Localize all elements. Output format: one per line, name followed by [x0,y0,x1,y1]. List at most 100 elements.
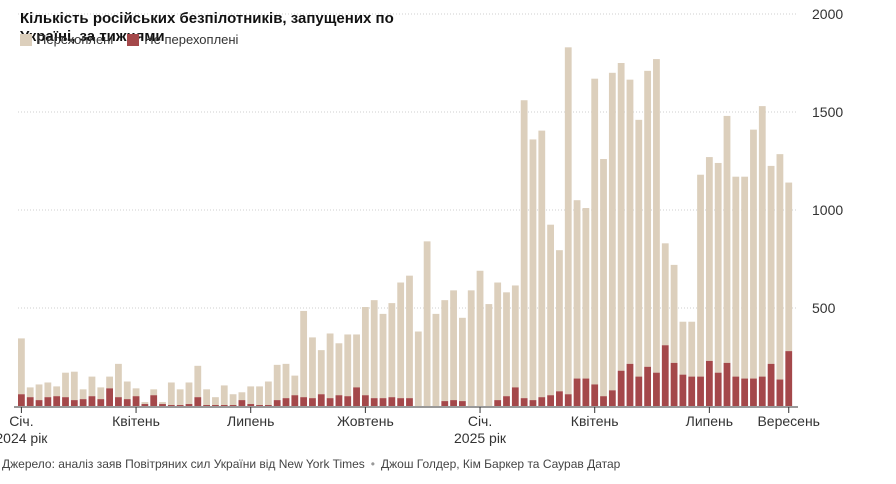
bar-not-intercepted-27 [256,405,263,406]
bar-intercepted-67 [608,72,616,391]
bar-not-intercepted-67 [608,390,616,406]
bar-not-intercepted-42 [388,397,396,406]
bar-not-intercepted-70 [635,376,643,406]
bar-intercepted-86 [776,154,784,380]
bar-not-intercepted-35 [326,398,334,406]
bar-not-intercepted-36 [335,395,343,406]
x-tick-label-6: Липень [686,413,733,429]
bar-intercepted-80 [723,115,731,363]
bar-not-intercepted-78 [705,360,713,406]
bar-not-intercepted-32 [300,397,308,406]
bar-not-intercepted-30 [282,398,290,406]
bar-intercepted-58 [529,139,537,401]
bar-not-intercepted-3 [44,397,52,406]
bar-intercepted-44 [406,275,413,399]
bar-not-intercepted-26 [247,404,255,406]
bar-not-intercepted-1 [26,397,34,406]
bar-intercepted-25 [238,392,246,401]
x-tick-label-3: Жовтень [337,413,394,429]
bar-intercepted-47 [432,313,440,406]
x-tick-label-4: Січ. [468,413,492,429]
source-separator: • [370,457,375,471]
bar-intercepted-57 [520,100,528,399]
source-text: Джерело: аналіз заяв Повітряних сил Укра… [2,457,365,471]
bar-not-intercepted-84 [758,376,766,406]
bar-intercepted-43 [397,282,405,399]
bar-intercepted-16 [159,402,166,405]
bar-intercepted-50 [459,317,466,402]
bar-not-intercepted-57 [520,398,528,406]
bar-not-intercepted-80 [723,362,731,406]
bar-not-intercepted-19 [185,404,193,406]
bar-intercepted-2 [35,384,43,401]
bar-intercepted-51 [467,290,475,406]
bar-intercepted-26 [247,386,255,405]
bar-intercepted-4 [53,386,61,397]
bar-intercepted-64 [582,208,590,379]
bar-not-intercepted-41 [379,398,387,406]
x-tick-label-1: Квітень [112,413,160,429]
bar-intercepted-60 [547,224,554,396]
legend-swatch-not-intercepted [127,33,140,46]
bar-not-intercepted-37 [344,396,352,406]
bar-not-intercepted-11 [115,397,122,406]
bar-intercepted-54 [494,282,502,401]
bar-not-intercepted-14 [141,404,149,406]
bar-not-intercepted-58 [529,400,537,406]
legend-item-intercepted: Перехоплені [20,32,113,47]
bar-intercepted-19 [185,382,193,405]
x-tick-label-2: Липень [227,413,274,429]
bar-not-intercepted-82 [741,378,749,406]
bar-intercepted-78 [705,157,713,361]
bar-intercepted-59 [538,130,546,398]
bar-intercepted-30 [282,363,290,399]
bar-not-intercepted-55 [503,396,510,406]
bar-intercepted-20 [194,365,202,398]
bar-intercepted-23 [220,385,228,406]
bar-intercepted-79 [714,162,722,373]
bar-intercepted-37 [344,334,352,397]
bar-not-intercepted-44 [406,398,413,406]
bar-not-intercepted-6 [70,400,78,406]
bar-intercepted-22 [212,397,219,406]
bar-intercepted-32 [300,310,308,398]
bar-intercepted-33 [309,337,316,399]
bar-not-intercepted-39 [361,395,369,406]
bar-not-intercepted-15 [150,395,158,406]
bar-intercepted-82 [741,176,749,379]
bar-not-intercepted-12 [123,399,131,406]
bar-intercepted-71 [644,70,652,367]
bar-not-intercepted-69 [626,363,634,406]
bar-intercepted-77 [697,174,704,377]
bar-intercepted-70 [635,119,643,377]
bar-intercepted-68 [617,63,625,371]
bar-intercepted-72 [653,59,660,373]
bar-not-intercepted-87 [785,351,793,406]
bar-intercepted-61 [556,250,563,392]
bar-not-intercepted-22 [212,405,219,406]
y-tick-label-1000: 1000 [812,202,843,218]
bar-intercepted-10 [106,376,113,389]
bar-intercepted-36 [335,343,343,396]
x-tick-year-4: 2025 рік [454,430,507,446]
source-authors: Джош Голдер, Кім Баркер та Саурав Датар [381,457,621,471]
bar-intercepted-6 [70,371,78,401]
bar-intercepted-29 [273,364,281,401]
bar-intercepted-40 [370,300,378,399]
bar-not-intercepted-21 [203,405,211,406]
bar-not-intercepted-2 [35,400,43,406]
bar-intercepted-17 [167,382,175,406]
bar-intercepted-42 [388,303,396,398]
legend: Перехоплені Не перехоплені [20,32,238,47]
bar-intercepted-74 [670,264,678,363]
bar-intercepted-8 [88,376,96,397]
bar-not-intercepted-49 [450,400,457,406]
bar-not-intercepted-56 [511,387,519,406]
bar-intercepted-0 [18,338,25,395]
bar-not-intercepted-83 [750,378,757,406]
bar-not-intercepted-66 [600,396,607,406]
bar-intercepted-3 [44,382,52,398]
bar-intercepted-45 [414,331,422,406]
bar-intercepted-7 [79,389,87,400]
